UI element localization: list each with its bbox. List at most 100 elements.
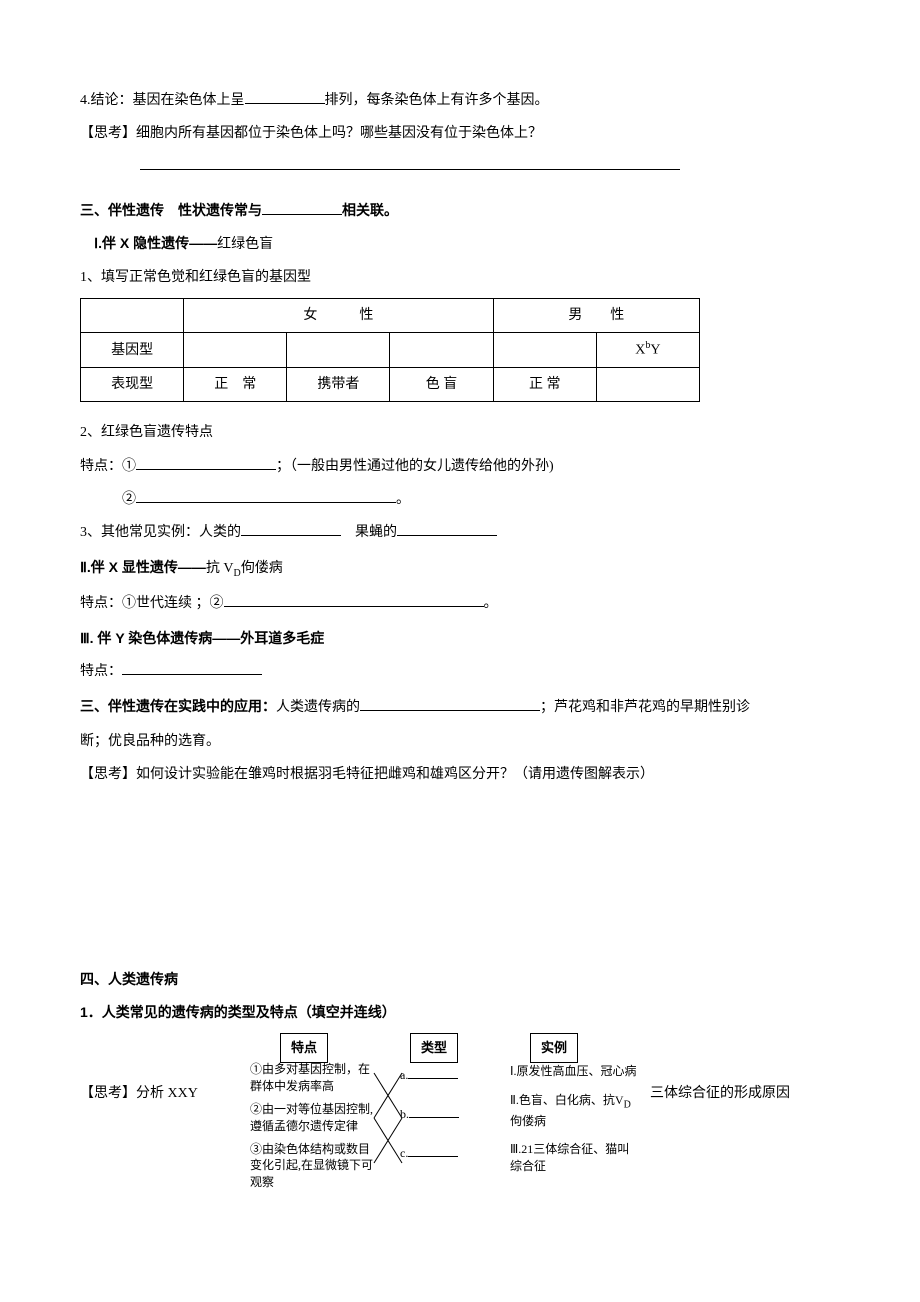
blank-type-a[interactable] [408,1067,458,1079]
feature-line2: ②。 [80,487,840,512]
app-prefix: 三、伴性遗传在实践中的应用： [80,698,276,714]
row1-label: 基因型 [81,333,184,368]
table-question: 1、填写正常色觉和红绿色盲的基因型 [80,265,840,290]
ex2-pre: Ⅱ.色盲、白化病、抗V [510,1093,624,1107]
q4-suffix: 排列，每条染色体上有许多个基因。 [325,93,549,108]
other-prefix: 3、其他常见实例：人类的 [80,525,241,540]
cell-geno-f2[interactable] [287,333,390,368]
features-title: 2、红绿色盲遗传特点 [80,420,840,445]
I-disease: 红绿色盲 [217,237,273,252]
disease-diagram: 特点 类型 实例 【思考】分析 XXY 三体综合征的形成原因 ①由多对基因控制，… [80,1033,840,1213]
cell-pheno-f2: 携带者 [287,368,390,402]
blank-feat2[interactable] [136,489,396,503]
II-disease-pre: 抗 V [206,561,234,576]
blank-think1[interactable] [140,156,680,170]
th-female: 女 性 [184,299,493,333]
table-phenotype-row: 表现型 正 常 携带者 色 盲 正 常 [81,368,700,402]
feat2-prefix: ② [80,492,136,507]
II-feat-prefix: 特点：①世代连续 ；② [80,596,224,611]
I-title-text: Ⅰ.伴 X 隐性遗传—— [94,235,217,251]
blank-sec3[interactable] [262,201,342,215]
section3-title: 三、伴性遗传 性状遗传常与 相关联。 [80,198,840,223]
II-feat-suffix: 。 [484,596,498,611]
think1: 【思考】细胞内所有基因都位于染色体上吗？哪些基因没有位于染色体上？ [80,121,840,146]
hdr-types: 类型 [410,1033,458,1062]
row2-label: 表现型 [81,368,184,402]
blank-feat1[interactable] [136,456,276,470]
blank-III-feat[interactable] [122,661,262,675]
feat1-suffix: ；（一般由男性通过他的女儿遗传给他的外孙) [276,459,554,474]
II-features: 特点：①世代连续 ；② 。 [80,591,840,616]
blank-app[interactable] [360,697,540,711]
think2-label: 【思考】 [80,767,136,782]
application-line2: 断；优良品种的选育。 [80,729,840,754]
table-header-row: 女 性 男 性 [81,299,700,333]
examples-column: Ⅰ.原发性高血压、冠心病 Ⅱ.色盲、白化病、抗VD 佝偻病 Ⅲ.21三体综合征、猫… [510,1063,640,1187]
section4-title: 四、人类遗传病 [80,967,840,992]
app-suffix: ；芦花鸡和非芦花鸡的早期性别诊 [540,700,750,715]
blank-human-ex[interactable] [241,522,341,536]
think2: 【思考】如何设计实验能在雏鸡时根据羽毛特征把雌鸡和雄鸡区分开？（请用遗传图解表示… [80,762,840,787]
blank-II-feat[interactable] [224,593,484,607]
sec3-prefix: 三、伴性遗传 性状遗传常与 [80,202,262,218]
cell-geno-m2: XbY [596,333,699,368]
q4-conclusion: 4.结论：基因在染色体上呈 排列，每条染色体上有许多个基因。 [80,88,840,113]
application: 三、伴性遗传在实践中的应用：人类遗传病的 ；芦花鸡和非芦花鸡的早期性别诊 [80,694,840,720]
think1-label: 【思考】 [80,126,136,141]
ex2-suf: 佝偻病 [510,1114,546,1128]
cell-pheno-m2[interactable] [596,368,699,402]
think2-text: 如何设计实验能在雏鸡时根据羽毛特征把雌鸡和雄鸡区分开？（请用遗传图解表示） [136,767,654,782]
feat-item-2: ②由一对等位基因控制,遵循孟德尔遗传定律 [250,1101,380,1135]
I-title: Ⅰ.伴 X 隐性遗传——红绿色盲 [94,231,840,257]
ex-2: Ⅱ.色盲、白化病、抗VD 佝偻病 [510,1092,640,1129]
think1-text: 细胞内所有基因都位于染色体上吗？哪些基因没有位于染色体上？ [136,126,542,141]
hdr-features: 特点 [280,1033,328,1062]
features-column: ①由多对基因控制，在群体中发病率高 ②由一对等位基因控制,遵循孟德尔遗传定律 ③… [250,1061,380,1197]
type-b: b. [400,1106,480,1123]
feat-item-3: ③由染色体结构或数目变化引起,在显微镜下可观察 [250,1141,380,1191]
other-mid: 果蝇的 [341,525,397,540]
blank-type-b[interactable] [409,1106,459,1118]
q4-prefix: 4.结论：基因在染色体上呈 [80,93,245,108]
II-disease-suf: 佝偻病 [241,561,283,576]
III-feat-prefix: 特点： [80,664,122,679]
blank-type-c[interactable] [408,1145,458,1157]
ex2-sub: D [624,1100,631,1111]
sec3-suffix: 相关联。 [342,202,398,218]
hdr-examples: 实例 [530,1033,578,1062]
think3-right: 三体综合征的形成原因 [650,1081,790,1106]
xby-y: Y [650,343,660,358]
cell-geno-f3[interactable] [390,333,493,368]
cell-geno-m1[interactable] [493,333,596,368]
th-blank [81,299,184,333]
th-male: 男 性 [493,299,699,333]
feat2-suffix: 。 [396,492,410,507]
genotype-table: 女 性 男 性 基因型 XbY 表现型 正 常 携带者 色 盲 正 常 [80,298,700,402]
feature-line1: 特点：①；（一般由男性通过他的女儿遗传给他的外孙) [80,454,840,479]
section4-sub: 1．人类常见的遗传病的类型及特点（填空并连线） [80,1000,840,1025]
types-column: a. b. c. [400,1067,480,1183]
II-title: Ⅱ.伴 X 显性遗传——抗 VD佝偻病 [80,555,840,583]
ex-1: Ⅰ.原发性高血压、冠心病 [510,1063,640,1080]
think3-left: 【思考】分析 XXY [80,1081,198,1106]
III-title: Ⅲ. 伴 Y 染色体遗传病——外耳道多毛症 [80,626,840,651]
ex-3: Ⅲ.21三体综合征、猫叫综合征 [510,1141,640,1175]
type-c: c. [400,1145,480,1162]
blank-fly-ex[interactable] [397,522,497,536]
cell-pheno-f1: 正 常 [184,368,287,402]
think1-answer-line [140,154,840,179]
xby-x: X [635,343,645,358]
II-disease-sub: D [234,568,241,579]
other-examples: 3、其他常见实例：人类的 果蝇的 [80,520,840,545]
feat-item-1: ①由多对基因控制，在群体中发病率高 [250,1061,380,1095]
blank-arrangement[interactable] [245,90,325,104]
cell-pheno-m1: 正 常 [493,368,596,402]
III-features: 特点： [80,659,840,684]
cell-pheno-f3: 色 盲 [390,368,493,402]
II-title-text: Ⅱ.伴 X 显性遗传—— [80,559,206,575]
app-mid1: 人类遗传病的 [276,700,360,715]
type-a: a. [400,1067,480,1084]
table-genotype-row: 基因型 XbY [81,333,700,368]
cross-lines-icon [372,1063,412,1193]
cell-geno-f1[interactable] [184,333,287,368]
